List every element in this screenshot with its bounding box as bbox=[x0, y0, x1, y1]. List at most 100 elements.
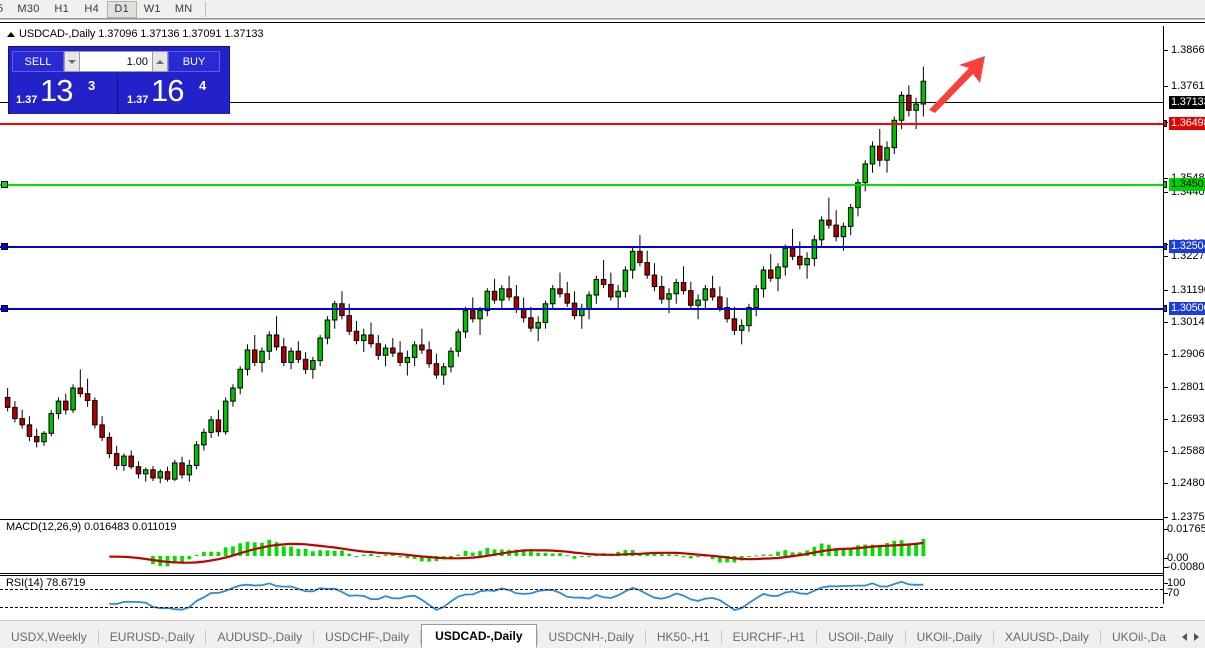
price-tick: 1.29060 bbox=[1164, 348, 1205, 360]
price-tick: 1.28010 bbox=[1164, 381, 1205, 393]
chart-tab-audusd-daily[interactable]: AUDUSD-,Daily bbox=[217, 630, 303, 644]
horizontal-level-line[interactable] bbox=[0, 102, 1163, 103]
tab-separator bbox=[536, 630, 538, 644]
one-click-trade-panel[interactable]: SELL 1.00 BUY 1.37 13 3 1.37 16 4 bbox=[8, 46, 230, 114]
timeframe-button-m30[interactable]: M30 bbox=[17, 3, 40, 15]
buy-button[interactable]: BUY bbox=[168, 51, 220, 72]
price-level-label-blue[interactable]: 1.30506 bbox=[1169, 302, 1205, 315]
level-drag-handle[interactable] bbox=[1164, 120, 1167, 127]
price-tick: 1.32270 bbox=[1164, 250, 1205, 262]
rsi-oversold-line bbox=[0, 606, 1163, 608]
price-tick: 1.25880 bbox=[1164, 445, 1205, 457]
timeframe-button-h1[interactable]: H1 bbox=[54, 3, 70, 15]
price-tick: 1.26930 bbox=[1164, 413, 1205, 425]
timeframe-button-5[interactable]: 5 bbox=[0, 3, 4, 15]
price-tick: 1.38660 bbox=[1164, 44, 1205, 56]
chart-tab-usdx-weekly[interactable]: USDX,Weekly bbox=[11, 630, 87, 644]
ask-price-fraction: 4 bbox=[199, 78, 207, 93]
ask-price-big: 16 bbox=[151, 74, 184, 108]
tab-separator bbox=[1099, 630, 1101, 644]
chevron-left-icon bbox=[1181, 633, 1187, 641]
price-tick: 1.30140 bbox=[1164, 316, 1205, 328]
timeframe-button-mn[interactable]: MN bbox=[174, 3, 193, 15]
price-tick: 1.37610 bbox=[1164, 80, 1205, 92]
level-drag-handle[interactable] bbox=[1164, 305, 1167, 312]
horizontal-level-line[interactable] bbox=[0, 308, 1163, 310]
macd-scale-tick: -0.00808 bbox=[1164, 561, 1205, 573]
chevron-right-icon bbox=[1193, 633, 1199, 641]
order-controls-row: SELL 1.00 BUY bbox=[9, 47, 231, 73]
chart-canvas[interactable]: USDCAD-,Daily 1.37096 1.37136 1.37091 1.… bbox=[0, 19, 1205, 636]
volume-input[interactable]: 1.00 bbox=[80, 51, 152, 72]
macd-series bbox=[109, 539, 926, 567]
tab-separator bbox=[644, 630, 646, 644]
horizontal-level-line[interactable] bbox=[0, 184, 1163, 186]
macd-pane[interactable]: MACD(12,26,9) 0.016483 0.011019 bbox=[0, 519, 1163, 574]
chart-tab-usdchf-daily[interactable]: USDCHF-,Daily bbox=[325, 630, 410, 644]
tab-separator bbox=[992, 630, 994, 644]
rsi-label: RSI(14) 78.6719 bbox=[6, 577, 86, 589]
price-level-label-blue[interactable]: 1.32504 bbox=[1169, 240, 1205, 253]
chart-tab-xauusd-daily[interactable]: XAUUSD-,Daily bbox=[1004, 630, 1089, 644]
chart-expand-triangle-icon[interactable] bbox=[7, 32, 15, 37]
tab-separator bbox=[816, 630, 818, 644]
horizontal-level-line[interactable] bbox=[0, 246, 1163, 248]
volume-decrease-button[interactable] bbox=[64, 51, 80, 72]
macd-label: MACD(12,26,9) 0.016483 0.011019 bbox=[6, 521, 177, 533]
ask-price-display[interactable]: 1.37 16 4 bbox=[121, 74, 229, 114]
sell-button[interactable]: SELL bbox=[12, 51, 64, 72]
bid-price-fraction: 3 bbox=[88, 78, 96, 93]
chart-tab-usdcad-daily[interactable]: USDCAD-,Daily bbox=[421, 624, 537, 648]
chart-tabs-bar: USDX,Weekly EURUSD-,Daily AUDUSD-,Daily USD… bbox=[0, 620, 1205, 648]
bid-price-display[interactable]: 1.37 13 3 bbox=[10, 74, 118, 114]
up-right-arrow-icon bbox=[929, 56, 985, 113]
chart-tab-usoil-daily[interactable]: USOil-,Daily bbox=[828, 630, 894, 644]
bid-price-big: 13 bbox=[40, 74, 73, 108]
tab-scroll-right-button[interactable] bbox=[1190, 627, 1202, 647]
tab-separator bbox=[720, 630, 722, 644]
chart-tab-ukoil-da[interactable]: UKOil-,Da bbox=[1111, 630, 1166, 644]
tab-separator bbox=[205, 630, 207, 644]
price-tick: 1.31190 bbox=[1164, 284, 1205, 296]
timeframe-button-w1[interactable]: W1 bbox=[143, 3, 161, 15]
level-line-handle[interactable] bbox=[1, 305, 8, 312]
volume-increase-button[interactable] bbox=[152, 51, 168, 72]
rsi-scale-tick: 100 bbox=[1164, 577, 1185, 589]
timeframe-button-d1[interactable]: D1 bbox=[106, 0, 137, 18]
plot-frame: USDCAD-,Daily 1.37096 1.37136 1.37091 1.… bbox=[0, 22, 1205, 636]
rsi-series bbox=[109, 580, 924, 611]
price-pane[interactable]: USDCAD-,Daily 1.37096 1.37136 1.37091 1.… bbox=[0, 26, 1163, 516]
price-level-label-red[interactable]: 1.36498 bbox=[1169, 117, 1205, 130]
price-scale-axis[interactable]: 1.386601.376101.365601.354801.344001.333… bbox=[1163, 26, 1205, 604]
timeframe-button-h4[interactable]: H4 bbox=[84, 3, 100, 15]
rsi-pane[interactable]: RSI(14) 78.6719 bbox=[0, 575, 1163, 621]
tab-separator bbox=[97, 630, 99, 644]
price-level-label-black[interactable]: 1.37133 bbox=[1169, 96, 1205, 109]
chart-tab-eurchf-h1[interactable]: EURCHF-,H1 bbox=[732, 630, 806, 644]
tab-separator bbox=[313, 630, 315, 644]
toolbar-divider bbox=[204, 1, 206, 17]
price-tick: 1.23750 bbox=[1164, 511, 1205, 523]
macd-scale-tick: 0.00 bbox=[1164, 552, 1188, 564]
bid-price-prefix: 1.37 bbox=[16, 94, 38, 106]
chart-tab-usdcnh-daily[interactable]: USDCNH-,Daily bbox=[548, 630, 634, 644]
symbol-ohlc-header: USDCAD-,Daily 1.37096 1.37136 1.37091 1.… bbox=[19, 28, 264, 40]
chart-tab-ukoil-daily[interactable]: UKOil-,Daily bbox=[916, 630, 982, 644]
level-drag-handle[interactable] bbox=[1164, 243, 1167, 250]
tab-separator bbox=[420, 630, 422, 644]
rsi-overbought-line bbox=[0, 589, 1163, 591]
level-line-handle[interactable] bbox=[1, 243, 8, 250]
candlestick-series bbox=[4, 66, 927, 484]
tab-scroll-left-button[interactable] bbox=[1178, 627, 1190, 647]
timeframe-toolbar: 5 M30 H1 H4 D1 W1 MN bbox=[0, 0, 1205, 19]
ask-price-prefix: 1.37 bbox=[127, 94, 149, 106]
horizontal-level-line[interactable] bbox=[0, 123, 1163, 125]
tab-scroll-controls bbox=[1178, 626, 1205, 648]
level-line-handle[interactable] bbox=[1, 181, 8, 188]
chart-tab-eurusd-daily[interactable]: EURUSD-,Daily bbox=[109, 630, 195, 644]
chart-tab-hk50-h1[interactable]: HK50-,H1 bbox=[656, 630, 710, 644]
rsi-scale-tick: 70 bbox=[1164, 587, 1179, 599]
level-drag-handle[interactable] bbox=[1164, 181, 1167, 188]
